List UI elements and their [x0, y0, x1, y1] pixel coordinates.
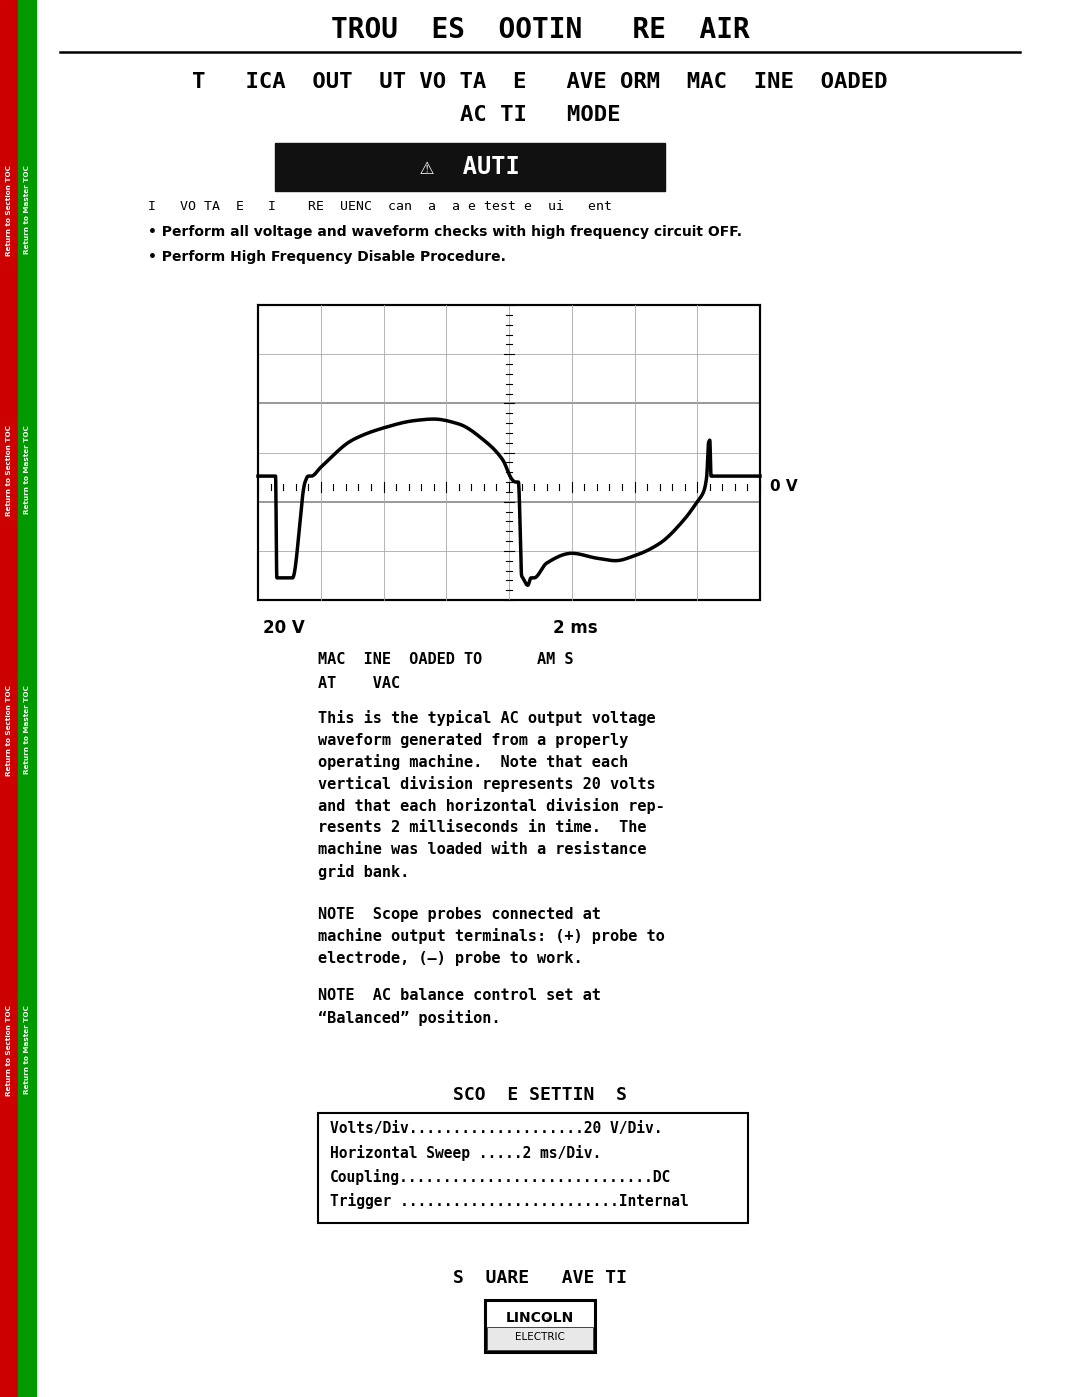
Text: and that each horizontal division rep-: and that each horizontal division rep- — [318, 798, 665, 814]
Text: grid bank.: grid bank. — [318, 863, 409, 880]
Text: SCO  E SETTIN  S: SCO E SETTIN S — [453, 1085, 627, 1104]
Text: LINCOLN: LINCOLN — [505, 1310, 575, 1324]
Text: TROU  ES  OOTIN   RE  AIR: TROU ES OOTIN RE AIR — [330, 15, 750, 43]
Text: “Balanced” position.: “Balanced” position. — [318, 1010, 500, 1025]
Text: Return to Section TOC: Return to Section TOC — [6, 165, 12, 256]
Text: machine output terminals: (+) probe to: machine output terminals: (+) probe to — [318, 928, 665, 944]
Text: Return to Master TOC: Return to Master TOC — [24, 686, 30, 774]
Text: waveform generated from a properly: waveform generated from a properly — [318, 732, 629, 747]
Text: resents 2 milliseconds in time.  The: resents 2 milliseconds in time. The — [318, 820, 647, 835]
Text: I   VO TA  E   I    RE  UENC  can  a  a e test e  ui   ent: I VO TA E I RE UENC can a a e test e ui … — [148, 201, 612, 214]
Bar — [258, 305, 760, 599]
Text: Return to Section TOC: Return to Section TOC — [6, 425, 12, 515]
Text: Volts/Div....................20 V/Div.: Volts/Div....................20 V/Div. — [330, 1122, 662, 1137]
Text: 0 V: 0 V — [770, 479, 798, 495]
Bar — [485, 1301, 595, 1352]
Text: • Perform all voltage and waveform checks with high frequency circuit OFF.: • Perform all voltage and waveform check… — [148, 225, 742, 239]
Text: electrode, (–) probe to work.: electrode, (–) probe to work. — [318, 950, 582, 965]
Text: AC TI   MODE: AC TI MODE — [460, 105, 620, 124]
Text: This is the typical AC output voltage: This is the typical AC output voltage — [318, 710, 656, 726]
Text: NOTE  AC balance control set at: NOTE AC balance control set at — [318, 989, 600, 1003]
Text: 2 ms: 2 ms — [553, 619, 597, 637]
Text: Return to Section TOC: Return to Section TOC — [6, 1004, 12, 1095]
Text: • Perform High Frequency Disable Procedure.: • Perform High Frequency Disable Procedu… — [148, 250, 505, 264]
Bar — [318, 1113, 748, 1222]
Bar — [18, 0, 36, 1397]
Text: vertical division represents 20 volts: vertical division represents 20 volts — [318, 775, 656, 792]
Bar — [487, 1327, 593, 1350]
Text: T   ICA  OUT  UT VO TA  E   AVE ORM  MAC  INE  OADED: T ICA OUT UT VO TA E AVE ORM MAC INE OAD… — [192, 73, 888, 92]
Bar — [275, 142, 665, 191]
Text: Trigger .........................Internal: Trigger .........................Interna… — [330, 1193, 689, 1208]
Text: Return to Master TOC: Return to Master TOC — [24, 1006, 30, 1094]
Text: 20 V: 20 V — [264, 619, 305, 637]
Text: Return to Master TOC: Return to Master TOC — [24, 166, 30, 254]
Text: Horizontal Sweep .....2 ms/Div.: Horizontal Sweep .....2 ms/Div. — [330, 1146, 602, 1161]
Text: AT    VAC: AT VAC — [318, 676, 400, 692]
Text: machine was loaded with a resistance: machine was loaded with a resistance — [318, 842, 647, 858]
Bar — [0, 0, 18, 1397]
Text: Return to Section TOC: Return to Section TOC — [6, 685, 12, 775]
Text: Coupling.............................DC: Coupling.............................DC — [330, 1169, 672, 1185]
Text: S  UARE   AVE TI: S UARE AVE TI — [453, 1268, 627, 1287]
Text: ®: ® — [544, 1317, 550, 1323]
Text: Return to Master TOC: Return to Master TOC — [24, 426, 30, 514]
Text: operating machine.  Note that each: operating machine. Note that each — [318, 754, 629, 770]
Text: ⚠  AUTI: ⚠ AUTI — [420, 155, 519, 179]
Text: ELECTRIC: ELECTRIC — [515, 1331, 565, 1343]
Text: NOTE  Scope probes connected at: NOTE Scope probes connected at — [318, 907, 600, 922]
Text: MAC  INE  OADED TO      AM S: MAC INE OADED TO AM S — [318, 652, 573, 668]
